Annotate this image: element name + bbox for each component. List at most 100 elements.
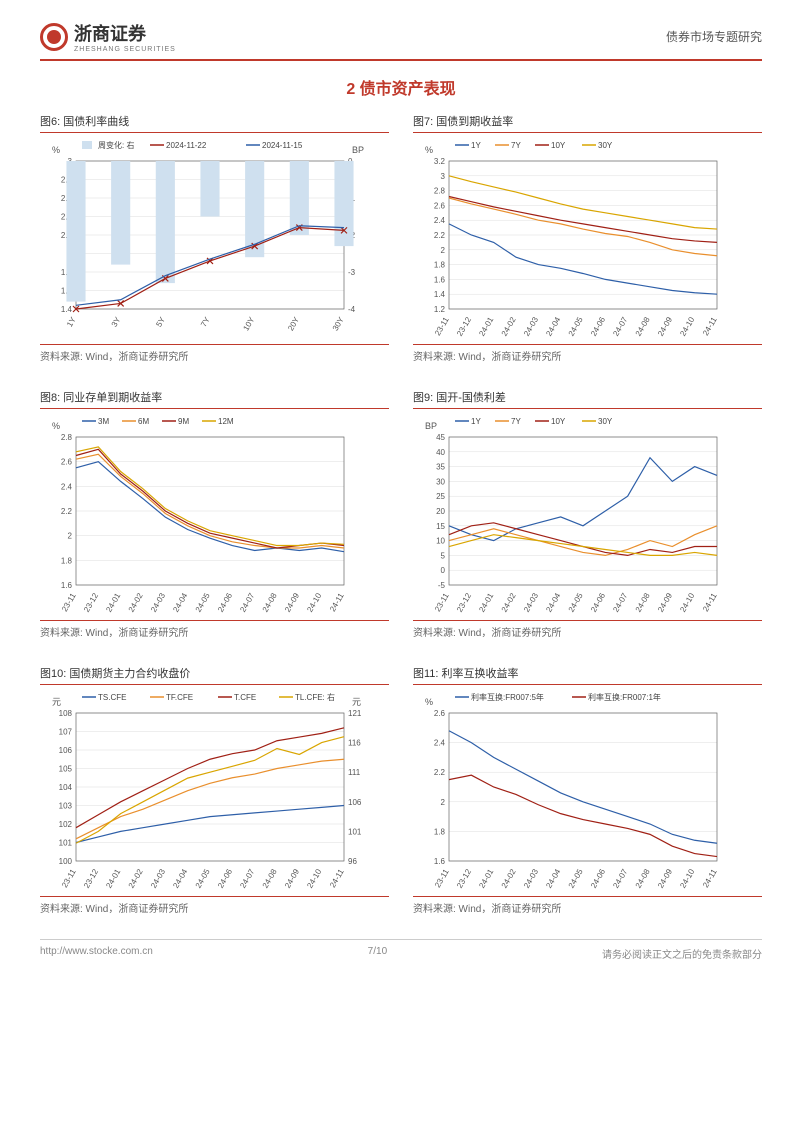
fig11-title: 图11: 利率互换收益率: [413, 665, 762, 685]
svg-text:106: 106: [348, 798, 362, 807]
fig11-block: 图11: 利率互换收益率1.61.822.22.42.623-1123-1224…: [413, 665, 762, 933]
svg-text:24-06: 24-06: [216, 867, 234, 889]
svg-text:3.2: 3.2: [434, 157, 446, 166]
svg-text:40: 40: [436, 448, 445, 457]
svg-text:7Y: 7Y: [511, 417, 521, 426]
fig6-block: 图6: 国债利率曲线1.41.61.822.22.42.62.83-4-3-2-…: [40, 113, 389, 381]
svg-text:2.6: 2.6: [434, 201, 446, 210]
fig10-title: 图10: 国债期货主力合约收盘价: [40, 665, 389, 685]
fig9-title: 图9: 国开-国债利差: [413, 389, 762, 409]
svg-text:23-12: 23-12: [82, 591, 100, 613]
svg-text:24-09: 24-09: [283, 867, 301, 889]
svg-text:1.6: 1.6: [434, 857, 446, 866]
fig10-source: 资料来源: Wind，浙商证券研究所: [40, 896, 389, 915]
fig8-source: 资料来源: Wind，浙商证券研究所: [40, 620, 389, 639]
fig6-title: 图6: 国债利率曲线: [40, 113, 389, 133]
svg-text:45: 45: [436, 433, 445, 442]
svg-text:元: 元: [352, 697, 361, 707]
footer-url: http://www.stocke.com.cn: [40, 946, 153, 961]
svg-text:24-05: 24-05: [194, 867, 212, 889]
svg-text:24-07: 24-07: [238, 867, 256, 889]
svg-text:24-03: 24-03: [522, 867, 540, 889]
svg-text:24-08: 24-08: [261, 867, 279, 889]
svg-text:3Y: 3Y: [110, 315, 123, 329]
svg-text:24-10: 24-10: [678, 867, 696, 889]
fig9-block: 图9: 国开-国债利差-505101520253035404523-1123-1…: [413, 389, 762, 657]
svg-text:103: 103: [59, 802, 73, 811]
section-title: 2 债市资产表现: [40, 75, 762, 99]
svg-text:104: 104: [59, 783, 73, 792]
svg-text:BP: BP: [425, 421, 437, 431]
svg-text:24-08: 24-08: [634, 591, 652, 613]
svg-text:23-12: 23-12: [82, 867, 100, 889]
svg-text:利率互换:FR007:1年: 利率互换:FR007:1年: [588, 692, 661, 702]
svg-text:15: 15: [436, 522, 445, 531]
svg-text:24-02: 24-02: [127, 591, 145, 613]
svg-text:24-07: 24-07: [611, 591, 629, 613]
svg-text:2: 2: [441, 798, 446, 807]
svg-text:30: 30: [436, 477, 445, 486]
svg-text:2.8: 2.8: [434, 187, 446, 196]
svg-text:24-10: 24-10: [678, 315, 696, 337]
footer-disclaimer: 请务必阅读正文之后的免责条款部分: [602, 946, 762, 961]
svg-text:20: 20: [436, 507, 445, 516]
svg-text:周变化: 右: 周变化: 右: [98, 140, 134, 150]
svg-text:T.CFE: T.CFE: [234, 693, 256, 702]
svg-text:24-07: 24-07: [238, 591, 256, 613]
svg-text:2.6: 2.6: [434, 709, 446, 718]
svg-text:101: 101: [348, 827, 362, 836]
svg-text:24-08: 24-08: [261, 591, 279, 613]
fig8-title: 图8: 同业存单到期收益率: [40, 389, 389, 409]
svg-text:5Y: 5Y: [154, 315, 167, 329]
fig7-block: 图7: 国债到期收益率1.21.41.61.822.22.42.62.833.2…: [413, 113, 762, 381]
svg-text:24-05: 24-05: [194, 591, 212, 613]
svg-text:24-03: 24-03: [149, 867, 167, 889]
svg-text:3M: 3M: [98, 417, 109, 426]
svg-text:%: %: [52, 145, 60, 155]
company-name: 浙商证券: [74, 24, 146, 44]
fig9-chart: -505101520253035404523-1123-1224-0124-02…: [413, 413, 753, 613]
svg-text:TS.CFE: TS.CFE: [98, 693, 126, 702]
svg-text:1.8: 1.8: [434, 261, 446, 270]
svg-text:24-10: 24-10: [305, 591, 323, 613]
svg-text:24-10: 24-10: [678, 591, 696, 613]
fig7-title: 图7: 国债到期收益率: [413, 113, 762, 133]
svg-text:1.6: 1.6: [61, 581, 73, 590]
svg-text:30Y: 30Y: [598, 417, 613, 426]
svg-text:24-05: 24-05: [567, 867, 585, 889]
svg-text:1.2: 1.2: [434, 305, 446, 314]
svg-text:108: 108: [59, 709, 73, 718]
svg-text:107: 107: [59, 728, 73, 737]
svg-text:24-09: 24-09: [656, 867, 674, 889]
svg-text:2.6: 2.6: [61, 458, 73, 467]
svg-text:24-01: 24-01: [104, 867, 122, 889]
figure-grid: 图6: 国债利率曲线1.41.61.822.22.42.62.83-4-3-2-…: [40, 113, 762, 933]
svg-text:23-12: 23-12: [455, 867, 473, 889]
svg-text:1.8: 1.8: [61, 556, 73, 565]
svg-text:24-05: 24-05: [567, 315, 585, 337]
svg-text:2024-11-15: 2024-11-15: [262, 141, 303, 150]
svg-text:24-06: 24-06: [589, 315, 607, 337]
svg-text:24-04: 24-04: [544, 315, 562, 337]
svg-text:10Y: 10Y: [241, 315, 256, 332]
svg-text:2.2: 2.2: [434, 231, 446, 240]
svg-text:24-11: 24-11: [328, 867, 346, 889]
fig6-source: 资料来源: Wind，浙商证券研究所: [40, 344, 389, 363]
svg-text:24-06: 24-06: [216, 591, 234, 613]
svg-text:102: 102: [59, 820, 73, 829]
svg-text:2.2: 2.2: [61, 507, 73, 516]
svg-text:24-03: 24-03: [522, 315, 540, 337]
svg-text:10: 10: [436, 537, 445, 546]
svg-text:-3: -3: [348, 268, 356, 277]
svg-text:1Y: 1Y: [471, 417, 481, 426]
svg-text:%: %: [425, 145, 433, 155]
svg-text:2.4: 2.4: [434, 739, 446, 748]
svg-text:24-10: 24-10: [305, 867, 323, 889]
svg-text:23-11: 23-11: [433, 591, 451, 613]
svg-text:9M: 9M: [178, 417, 189, 426]
svg-text:2024-11-22: 2024-11-22: [166, 141, 207, 150]
svg-text:30Y: 30Y: [331, 315, 346, 332]
svg-text:24-06: 24-06: [589, 591, 607, 613]
svg-text:TL.CFE: 右: TL.CFE: 右: [295, 692, 335, 702]
svg-text:7Y: 7Y: [511, 141, 521, 150]
